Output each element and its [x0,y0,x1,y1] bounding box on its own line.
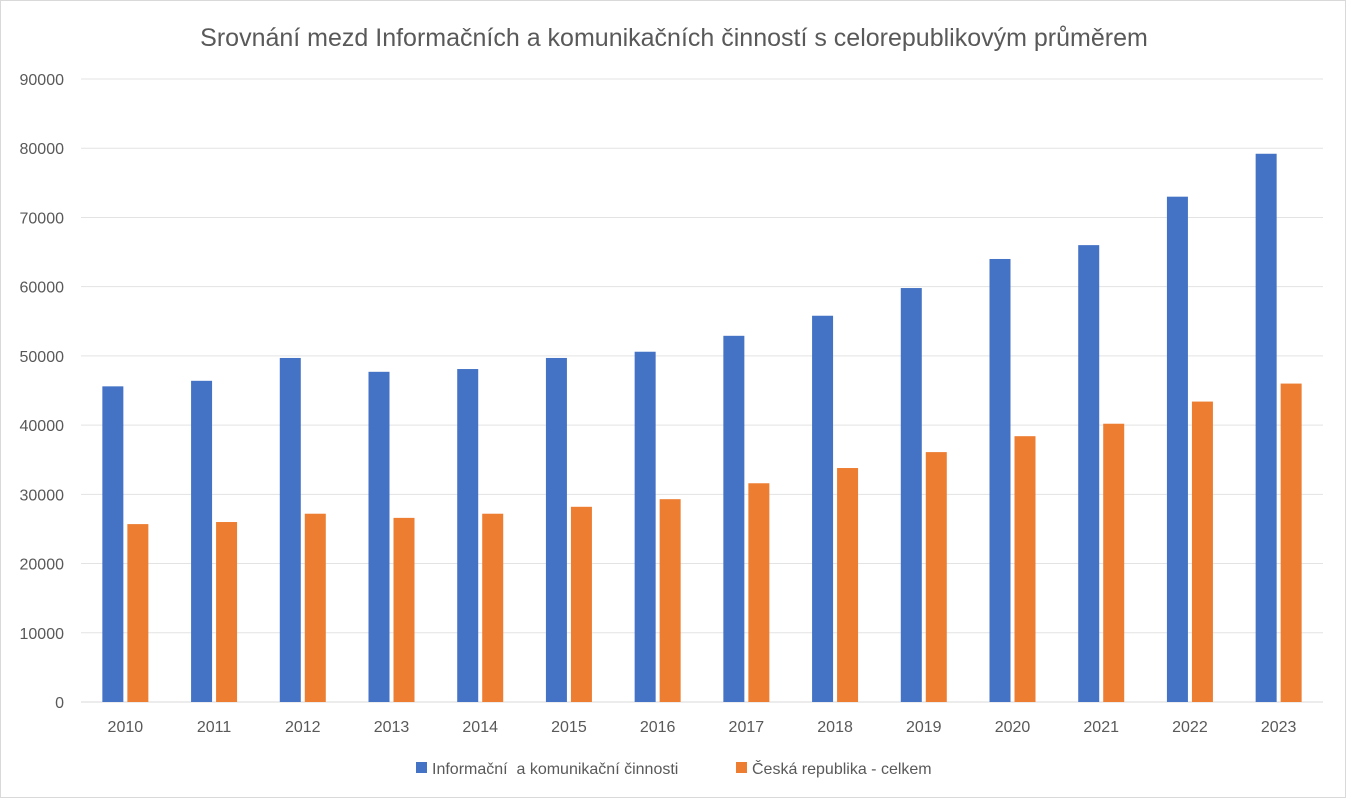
bar-cr-2012 [304,513,326,702]
legend-swatch [736,762,747,773]
bar-cr-2014 [482,513,504,702]
y-tick-label: 50000 [20,349,65,366]
y-tick-label: 70000 [20,210,65,227]
x-tick-label: 2011 [197,719,232,736]
x-tick-label: 2019 [906,719,942,736]
y-tick-label: 60000 [20,280,65,297]
y-tick-label: 20000 [20,557,65,574]
bar-cr-2022 [1191,401,1213,702]
chart-title: Srovnání mezd Informačních a komunikační… [200,24,1148,52]
bar-ict-2011 [191,380,213,702]
bar-ict-2018 [812,315,834,702]
y-tick-label: 0 [55,695,64,712]
bar-cr-2017 [748,483,770,702]
bar-cr-2019 [925,452,947,702]
y-tick-label: 10000 [20,626,65,643]
bar-ict-2021 [1078,245,1100,702]
bar-ict-2012 [279,357,301,702]
bar-ict-2022 [1166,196,1188,702]
x-tick-label: 2013 [374,719,410,736]
x-tick-label: 2021 [1083,719,1119,736]
x-tick-label: 2016 [640,719,676,736]
bar-ict-2019 [900,288,922,702]
x-tick-label: 2014 [462,719,498,736]
bar-cr-2013 [393,517,415,702]
legend-label: Česká republika - celkem [752,759,932,778]
legend-label: Informační a komunikační činnosti [432,761,678,778]
bar-ict-2014 [457,369,479,702]
bar-cr-2011 [216,522,238,702]
y-tick-label: 30000 [20,487,65,504]
x-tick-label: 2012 [285,719,321,736]
x-tick-label: 2017 [729,719,765,736]
legend-swatch [416,762,427,773]
bar-cr-2018 [837,468,859,702]
x-tick-label: 2023 [1261,719,1297,736]
bar-cr-2021 [1103,423,1125,702]
bar-cr-2023 [1280,383,1302,702]
x-tick-label: 2020 [995,719,1031,736]
bar-cr-2015 [570,506,592,702]
bar-cr-2016 [659,499,681,702]
bar-ict-2020 [989,258,1011,702]
bar-ict-2017 [723,335,745,702]
bar-ict-2023 [1255,153,1277,702]
x-tick-label: 2022 [1172,719,1208,736]
bar-cr-2020 [1014,436,1036,702]
bar-ict-2013 [368,371,390,702]
bar-ict-2010 [102,386,124,702]
y-tick-label: 90000 [20,72,65,89]
y-tick-label: 40000 [20,418,65,435]
x-tick-label: 2010 [108,719,144,736]
bar-ict-2016 [634,351,656,702]
x-tick-label: 2018 [817,719,853,736]
y-tick-label: 80000 [20,141,65,158]
bar-cr-2010 [127,524,149,702]
bar-ict-2015 [545,357,567,702]
x-tick-label: 2015 [551,719,587,736]
